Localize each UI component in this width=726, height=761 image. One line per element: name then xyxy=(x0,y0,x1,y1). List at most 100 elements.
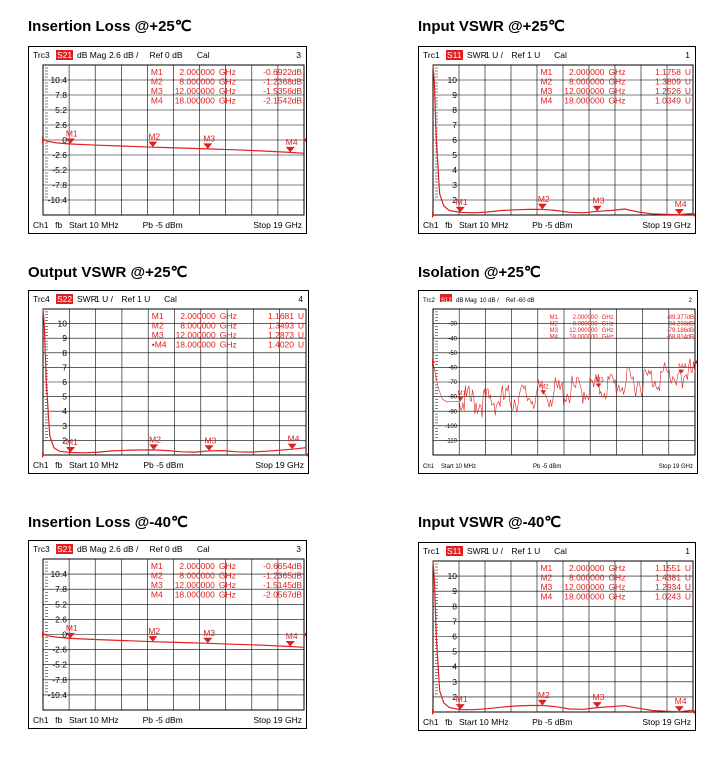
marker-table-vunit: U xyxy=(685,563,691,573)
marker-table-freq: 18.000000 xyxy=(175,96,215,106)
param-badge xyxy=(446,546,463,556)
param-badge xyxy=(56,50,73,60)
marker-table-unit: GHz xyxy=(220,330,237,340)
marker-triangle xyxy=(204,445,214,451)
marker-table-unit: GHz xyxy=(608,67,625,77)
y-tick-label: 8 xyxy=(452,105,457,115)
marker-label: M4 xyxy=(286,137,298,147)
marker-triangle xyxy=(595,383,602,388)
marker-triangle xyxy=(203,637,213,644)
panel-title: Input VSWR @-40℃ xyxy=(418,514,562,531)
marker-table-name: M1 xyxy=(152,311,164,321)
marker-table-value: -84.233 xyxy=(667,322,688,328)
scale-label: 2.6 dB / xyxy=(109,544,139,554)
cal-label: Cal xyxy=(554,50,567,60)
marker-triangle xyxy=(537,203,547,210)
marker-table-freq: 2.000000 xyxy=(573,315,599,321)
marker-triangle xyxy=(457,397,464,402)
marker-table-vunit: U xyxy=(685,582,691,592)
y-tick-label: 2.6 xyxy=(55,120,67,130)
marker-triangle xyxy=(65,632,75,639)
marker-table-vunit: dB xyxy=(687,322,694,328)
ref-label: Ref 1 U xyxy=(121,294,150,304)
y-tick-label: 10 xyxy=(58,319,68,329)
marker-table-freq: 12.000000 xyxy=(564,86,604,96)
marker-table-freq: 8.000000 xyxy=(180,321,216,331)
marker-table-vunit: U xyxy=(298,321,304,331)
fb-label: fb xyxy=(445,220,452,230)
trace-id: Trc3 xyxy=(33,50,50,60)
marker-table-name: M4 xyxy=(540,96,552,106)
marker-table-name: M3 xyxy=(151,86,163,96)
ref-level-arrow-right xyxy=(305,453,308,457)
y-tick-label: 6 xyxy=(452,135,457,145)
marker-table-value: 1.3493 xyxy=(268,321,294,331)
y-tick-label: 2.6 xyxy=(55,614,67,624)
marker-table-value: -68.814 xyxy=(667,335,688,341)
start-freq: Start 10 MHz xyxy=(69,460,119,470)
y-tick-label: 5.2 xyxy=(55,105,67,115)
marker-table-name: M3 xyxy=(540,86,552,96)
y-tick-label: 8 xyxy=(452,601,457,611)
marker-table-value: 1.0243 xyxy=(655,592,681,602)
marker-table-unit: GHz xyxy=(219,561,236,571)
marker-table-value: 1.0349 xyxy=(655,96,681,106)
marker-table-freq: 18.000000 xyxy=(564,96,604,106)
marker-table-name: M1 xyxy=(540,67,552,77)
trace-id: Trc3 xyxy=(33,544,50,554)
stop-freq: Stop 19 GHz xyxy=(255,460,304,470)
analyzer-frame: Trc1 S11 SWR 1 U / Ref 1 U Cal 1 10 9 8 7 6 5 4 3 2 M1 2.… xyxy=(418,542,696,731)
y-tick-label: -10.4 xyxy=(48,195,68,205)
y-tick-label: 4 xyxy=(452,662,457,672)
marker-table-freq: 12.000000 xyxy=(569,328,598,334)
panel-title: Isolation @+25℃ xyxy=(418,264,541,281)
marker-label: M4 xyxy=(678,364,687,370)
marker-table-name: M4 xyxy=(550,335,559,341)
marker-table-freq: 12.000000 xyxy=(175,580,215,590)
marker-table-freq: 2.000000 xyxy=(179,67,215,77)
marker-triangle xyxy=(287,443,297,450)
marker-table-freq: 2.000000 xyxy=(569,563,605,573)
marker-table-unit: GHz xyxy=(608,573,625,583)
y-tick-label: 7 xyxy=(452,120,457,130)
analyzer-frame: Trc2 S12 dB Mag 10 dB / Ref -60 dB 2 -30 -40 -50… xyxy=(418,290,698,474)
panel-title: Insertion Loss @+25℃ xyxy=(28,18,192,35)
marker-table-unit: GHz xyxy=(602,335,614,341)
marker-table-value: 1.4381 xyxy=(655,573,681,583)
marker-triangle xyxy=(149,444,159,450)
channel-number: 3 xyxy=(296,544,301,554)
marker-label: M1 xyxy=(66,437,78,447)
marker-table-name: M2 xyxy=(151,77,163,87)
marker-table-freq: 2.000000 xyxy=(179,561,215,571)
marker-table-unit: GHz xyxy=(219,96,236,106)
marker-triangle xyxy=(537,699,547,706)
marker-table-vunit: U xyxy=(298,340,304,350)
chart-svg: Trc2 S12 dB Mag 10 dB / Ref -60 dB 2 -30 -40 -50… xyxy=(423,294,697,470)
chart-svg: Trc3 S21 dB Mag 2.6 dB / Ref 0 dB Cal 3 10.4 7.8… xyxy=(33,544,306,725)
power-label: Pb -5 dBm xyxy=(143,220,183,230)
trace-id: Trc4 xyxy=(33,294,50,304)
trace-line xyxy=(42,308,307,454)
y-tick-label: -2.6 xyxy=(52,150,67,160)
y-tick-label: -50 xyxy=(448,351,457,357)
marker-table-name: M2 xyxy=(540,77,552,87)
y-tick-label: 5 xyxy=(452,647,457,657)
marker-table-name: M3 xyxy=(151,580,163,590)
marker-table-unit: GHz xyxy=(608,86,625,96)
marker-table-name: M1 xyxy=(540,563,552,573)
marker-table-freq: 2.000000 xyxy=(569,67,605,77)
stop-freq: Stop 19 GHz xyxy=(659,464,693,470)
ref-label: Ref 1 U xyxy=(511,546,540,556)
cal-label: Cal xyxy=(554,546,567,556)
param-badge xyxy=(56,544,73,554)
marker-table-value: 1.1551 xyxy=(655,563,681,573)
y-tick-label: 5 xyxy=(62,392,67,402)
analyzer-frame: Trc1 S11 SWR 1 U / Ref 1 U Cal 1 10 9 8 7 6 5 4 3 2 M1 2.… xyxy=(418,46,696,234)
y-tick-label: -7.8 xyxy=(52,675,67,685)
trace-line xyxy=(432,358,696,418)
cal-label: Cal xyxy=(197,50,210,60)
trace-line xyxy=(432,560,694,713)
panel-isolation-25: Isolation @+25℃ Trc2 S12 dB Mag 10 dB / Ref … xyxy=(418,263,698,474)
power-label: Pb -5 dBm xyxy=(143,460,183,470)
